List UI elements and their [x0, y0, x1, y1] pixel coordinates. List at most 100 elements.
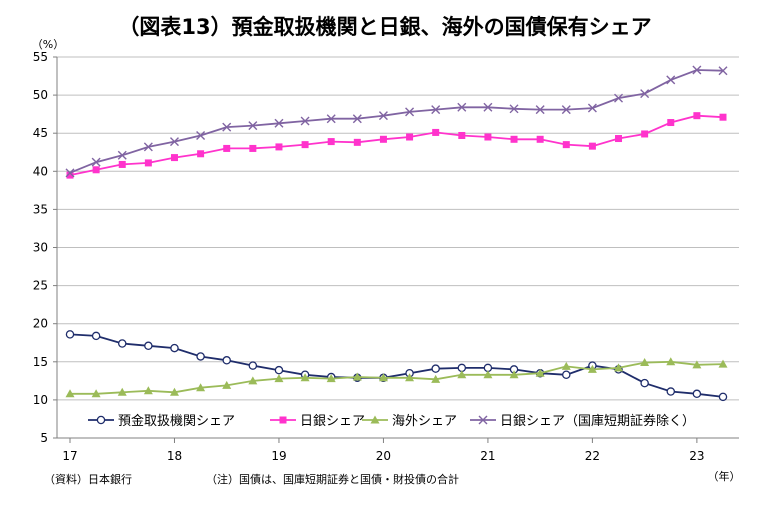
series-line	[69, 114, 724, 176]
data-point	[509, 104, 519, 114]
footnote: （注）国債は、国庫短期証券と国債・財投債の合計	[206, 472, 459, 486]
data-point	[431, 105, 441, 115]
data-point	[65, 168, 75, 178]
data-point	[536, 135, 544, 143]
data-point	[65, 330, 75, 339]
data-point	[91, 331, 101, 341]
series-2	[66, 112, 727, 179]
source-note: （資料）日本銀行	[44, 472, 132, 486]
data-point	[92, 166, 100, 174]
data-point	[432, 128, 440, 136]
data-point	[196, 130, 206, 140]
data-point	[457, 102, 467, 112]
data-point	[718, 359, 728, 368]
data-point	[587, 364, 597, 373]
legend-label: 海外シェア	[392, 414, 457, 429]
data-point	[169, 137, 179, 147]
series-3	[65, 357, 728, 398]
data-point	[144, 341, 153, 351]
data-point	[483, 102, 493, 112]
data-point	[353, 138, 361, 146]
data-point	[509, 370, 519, 379]
series-line	[70, 360, 724, 395]
data-point	[667, 119, 675, 127]
chart-title: （図表13）預金取扱機関と日銀、海外の国債保有シェア	[118, 15, 651, 39]
data-point	[196, 352, 205, 361]
legend-label: 日銀シェア	[300, 414, 365, 429]
data-point	[196, 383, 206, 392]
data-point	[405, 107, 415, 117]
data-point	[587, 103, 597, 113]
x-tick-label: 20	[376, 449, 391, 463]
data-point	[66, 171, 74, 179]
series-line	[69, 333, 724, 398]
legend-label: 日銀シェア（国庫短期証券除く）	[500, 413, 695, 429]
y-tick-label: 55	[33, 50, 48, 64]
data-point	[431, 374, 441, 383]
series-group	[65, 65, 728, 402]
data-point	[118, 160, 126, 168]
data-point	[718, 66, 728, 76]
data-point	[718, 392, 728, 402]
data-point	[561, 361, 571, 370]
data-point	[406, 133, 414, 141]
data-point	[562, 141, 570, 149]
data-point	[458, 131, 466, 139]
x-tick-label: 22	[585, 449, 600, 463]
y-tick-label: 20	[33, 317, 48, 331]
y-tick-label: 10	[33, 393, 48, 407]
data-point	[666, 357, 676, 366]
data-point	[692, 360, 702, 369]
data-point	[117, 387, 127, 396]
data-point	[222, 356, 231, 365]
data-point	[692, 389, 702, 399]
data-point	[484, 133, 492, 141]
data-point	[275, 143, 283, 151]
y-axis-unit: （%）	[32, 38, 64, 51]
data-point	[666, 387, 676, 396]
legend: 預金取扱機関シェア 日銀シェア 海外シェア 日銀シェア（国庫短期証券除く）	[88, 413, 695, 429]
data-point	[561, 105, 571, 115]
data-point	[248, 121, 258, 131]
data-point	[692, 65, 702, 75]
data-point	[327, 138, 335, 146]
x-axis-ticks: 17 18 19 20 21 22 23	[62, 438, 705, 463]
data-point	[326, 374, 336, 383]
data-point	[614, 93, 624, 103]
data-point	[719, 113, 727, 121]
data-point	[352, 372, 362, 381]
y-tick-label: 35	[33, 202, 48, 216]
data-point	[222, 122, 232, 132]
data-point	[431, 364, 440, 373]
gridlines	[57, 56, 739, 401]
data-point	[91, 389, 101, 398]
legend-item: 預金取扱機関シェア	[88, 413, 235, 429]
data-point	[197, 150, 205, 158]
series-line	[69, 69, 724, 174]
data-point	[457, 370, 467, 379]
data-point	[666, 75, 676, 85]
y-tick-label: 15	[33, 355, 48, 369]
legend-label: 預金取扱機関シェア	[118, 413, 235, 429]
data-point	[143, 386, 153, 395]
data-point	[352, 114, 362, 124]
legend-item: 日銀シェア	[270, 414, 365, 429]
x-tick-label: 17	[62, 449, 77, 463]
data-point	[379, 135, 387, 143]
legend-swatch-marker	[370, 415, 380, 424]
data-point	[510, 135, 518, 143]
y-axis-ticks: 5 10 15 20 25 30 35 40 45 50 55	[33, 50, 57, 445]
x-tick-label: 21	[480, 449, 495, 463]
x-tick-label: 19	[271, 449, 286, 463]
y-tick-label: 30	[33, 241, 48, 255]
data-point	[248, 361, 258, 370]
data-point	[274, 118, 284, 128]
data-point	[144, 159, 152, 167]
data-point	[274, 374, 284, 383]
y-tick-label: 45	[33, 126, 48, 140]
data-point	[641, 130, 649, 138]
data-point	[562, 370, 571, 380]
data-point	[223, 144, 231, 152]
data-point	[91, 157, 101, 167]
